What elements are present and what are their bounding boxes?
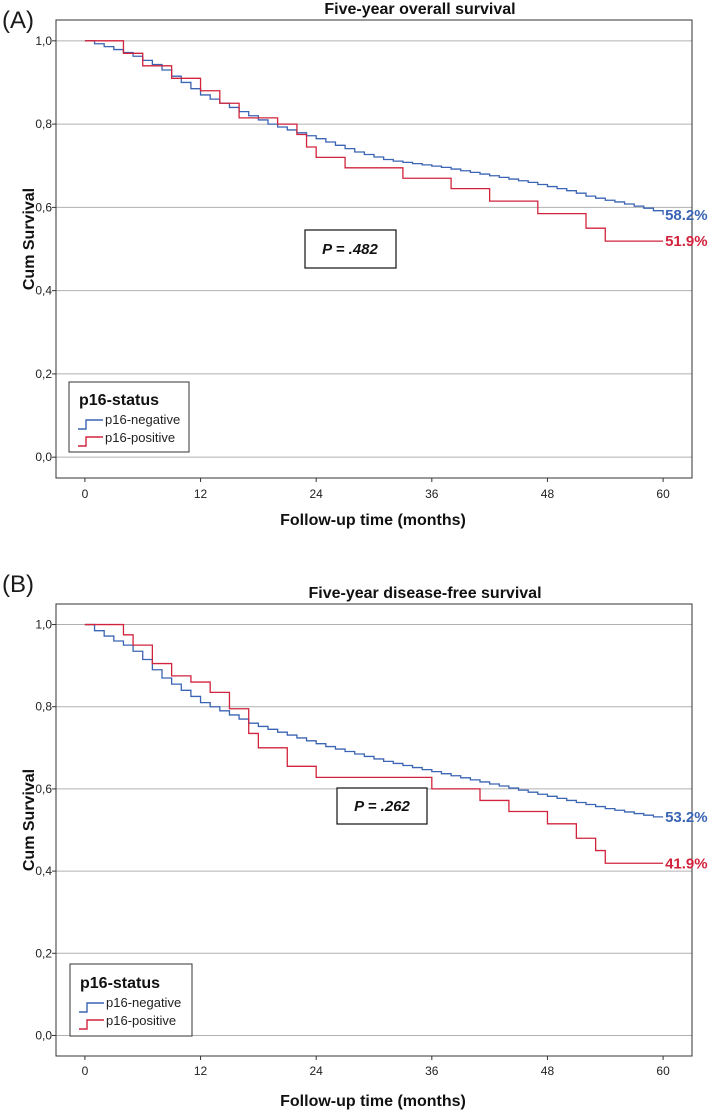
series-layer: 53.2% 41.9% (84, 623, 708, 872)
x-tick-label: 24 (310, 1064, 324, 1078)
x-tick-label: 48 (541, 487, 555, 501)
legend-symbol-negative (79, 1002, 104, 1013)
x-tick-label: 48 (541, 1064, 555, 1078)
panel-a: (A) Five-year overall survival 0,0 0,2 0,4… (2, 1, 708, 529)
chart-title: Five-year disease-free survival (308, 585, 541, 602)
x-tick-label: 36 (425, 1064, 439, 1078)
x-axis-label: Follow-up time (months) (280, 512, 466, 529)
y-tick-label: 0,4 (35, 284, 52, 298)
y-tick-label: 1,0 (35, 618, 52, 632)
plot-frame (55, 603, 693, 1057)
y-tick-label: 1,0 (35, 34, 52, 48)
x-axis-ticks: 0 12 24 36 48 60 (82, 478, 670, 501)
legend-title: p16-status (79, 392, 159, 409)
legend-symbol-positive (78, 436, 103, 447)
y-tick-label: 0,4 (35, 864, 52, 878)
legend: p16-status p16-negative p16-positive (69, 963, 193, 1037)
x-tick-label: 60 (656, 1064, 670, 1078)
panel-b: (B) Five-year disease-free survival 0,00… (2, 571, 708, 1110)
panel-label: (B) (2, 571, 34, 598)
y-tick-label: 0,8 (35, 700, 52, 714)
y-axis-label: Cum Survival (21, 188, 38, 290)
plot-frame (55, 19, 693, 479)
survival-curve-p16-positive (84, 40, 664, 242)
p-value-box: P = .482 (304, 229, 397, 269)
x-tick-label: 12 (194, 487, 208, 501)
y-tick-label: 0,0 (35, 1028, 52, 1042)
end-value-label: 41.9% (665, 855, 708, 872)
y-axis-label: Cum Survival (21, 769, 38, 871)
series-layer: 58.2% 51.9% (84, 40, 708, 250)
p-value-text: P = .482 (322, 241, 378, 258)
legend-symbol-positive (79, 1019, 104, 1030)
p-value-text: P = .262 (354, 798, 410, 815)
y-tick-label: 0,6 (35, 200, 52, 214)
legend-label-positive: p16-positive (105, 430, 175, 445)
y-tick-label: 0,6 (35, 782, 52, 796)
p-value-box: P = .262 (336, 787, 428, 825)
x-tick-label: 60 (656, 487, 670, 501)
y-tick-label: 0,2 (35, 367, 52, 381)
legend-label-positive: p16-positive (106, 1013, 176, 1028)
x-tick-label: 0 (82, 487, 89, 501)
y-axis-ticks: 0,0 0,2 0,4 0,6 0,8 1,0 (35, 618, 56, 1042)
chart-title: Five-year overall survival (324, 1, 515, 18)
x-tick-label: 24 (310, 487, 324, 501)
y-tick-label: 0,8 (35, 117, 52, 131)
panel-label: (A) (2, 7, 34, 34)
end-value-label: 58.2% (665, 207, 708, 224)
legend: p16-status p16-negative p16-positive (68, 381, 190, 453)
legend-label-negative: p16-negative (105, 412, 180, 427)
x-axis-label: Follow-up time (months) (280, 1093, 466, 1110)
legend-label-negative: p16-negative (106, 995, 181, 1010)
survival-curve-p16-negative (84, 623, 664, 818)
x-axis-ticks: 0 12 24 36 48 60 (82, 1056, 670, 1078)
survival-curve-p16-positive (84, 623, 664, 864)
legend-symbol-negative (78, 419, 103, 430)
y-tick-label: 0,0 (35, 450, 52, 464)
x-tick-label: 0 (82, 1064, 89, 1078)
y-axis-ticks: 0,0 0,2 0,4 0,6 0,8 1,0 (35, 34, 56, 464)
end-value-label: 51.9% (665, 233, 708, 250)
legend-title: p16-status (80, 975, 160, 992)
survival-curve-p16-negative (84, 40, 664, 215)
end-value-label: 53.2% (665, 809, 708, 826)
grid-lines (56, 40, 692, 458)
x-tick-label: 12 (194, 1064, 208, 1078)
y-tick-label: 0,2 (35, 946, 52, 960)
x-tick-label: 36 (425, 487, 439, 501)
